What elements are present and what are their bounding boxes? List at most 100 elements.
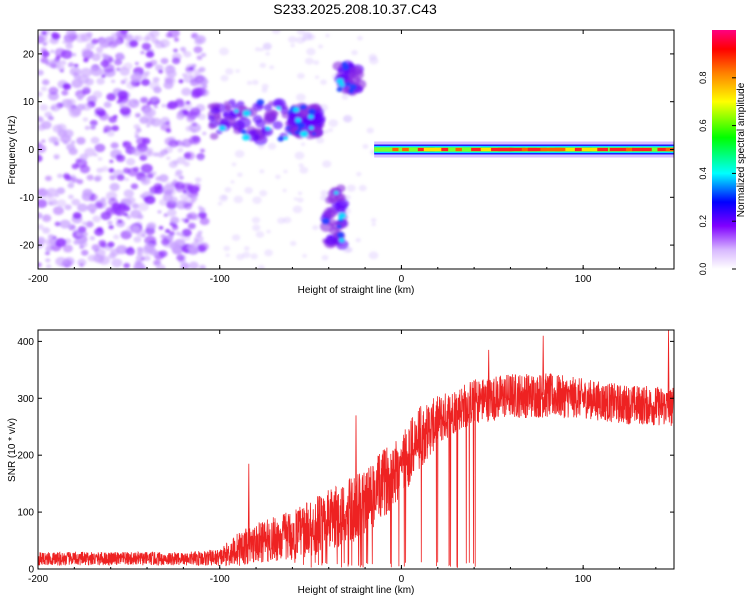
spectrogram-blob [47, 115, 54, 121]
spectrogram-x-axis-label: Height of straight line (km) [298, 285, 415, 296]
spectrogram-blob [48, 86, 59, 95]
spectrogram-blob [356, 172, 362, 177]
spectrogram-blob [197, 245, 207, 253]
spectrogram-blob [246, 80, 253, 85]
spectrogram-blob [126, 215, 132, 220]
spectrogram-blob [158, 174, 169, 183]
spectrogram-blob [57, 173, 63, 179]
spectrogram-blob [323, 207, 338, 218]
spectrogram-blob [125, 247, 136, 256]
spectrogram-blob [84, 147, 96, 157]
spectrogram-blob [70, 140, 76, 145]
spectrogram-blob [89, 125, 96, 130]
carrier-hot-segment [657, 147, 674, 152]
spectrogram-blob [316, 137, 325, 144]
spectrogram-blob [243, 246, 250, 251]
spectrogram-blob [139, 194, 145, 199]
spectrogram-blob [252, 196, 262, 204]
spectrogram-blob [336, 87, 343, 92]
spectrogram-blob [117, 219, 123, 224]
spectrogram-blob [126, 81, 137, 90]
spectrogram-blob [219, 125, 226, 131]
spectrogram-blob [194, 177, 202, 183]
snr-x-tick-label: 100 [575, 574, 592, 585]
spectrogram-blob [82, 188, 93, 198]
spectrogram-blob [123, 77, 129, 82]
spectrogram-blob [216, 129, 223, 135]
spectrogram-blob [309, 126, 314, 130]
spectrogram-blob [109, 159, 114, 164]
spectrogram-blob [38, 262, 42, 268]
spectrogram-blob [263, 104, 272, 111]
spectrogram-blob [366, 127, 375, 134]
spectrogram-blob [158, 250, 168, 258]
spectrogram-blob [186, 185, 195, 192]
carrier-hot-segment [527, 147, 547, 152]
snr-y-tick-label: 0 [28, 565, 34, 576]
spectrogram-blob [290, 240, 297, 247]
spectrogram-blob [51, 136, 60, 144]
spectrogram-blob [302, 253, 308, 258]
spectrogram-blob [86, 174, 94, 181]
spectrogram-blob [275, 174, 281, 180]
spectrogram-x-tick-label: -100 [210, 274, 230, 285]
spectrogram-blob [48, 238, 57, 245]
spectrogram-blob [172, 223, 178, 228]
spectrogram-blob [311, 132, 316, 136]
spectrogram-blob [194, 183, 201, 189]
snr-ticks: -200 -100 0 100 0 100 200 300 400 [17, 330, 674, 585]
spectrogram-blob [136, 246, 144, 252]
spectrogram-blob [54, 155, 59, 160]
spectrogram-blob [348, 65, 363, 77]
carrier-hot-segment [609, 147, 629, 152]
spectrogram-blob [176, 111, 183, 117]
spectrogram-blob [50, 103, 61, 112]
spectrogram-blob [61, 90, 69, 96]
spectrogram-y-tick-label: 20 [23, 49, 35, 60]
carrier-hot-segment [625, 147, 634, 152]
spectrogram-blob [183, 161, 190, 167]
spectrogram-blob [143, 243, 155, 252]
spectrogram-blob [234, 150, 245, 158]
spectrogram-blob [80, 67, 92, 78]
spectrogram-blob [115, 154, 123, 160]
spectrogram-blob [89, 196, 96, 202]
spectrogram-blob [91, 53, 101, 62]
spectrogram-blob [46, 264, 52, 269]
spectrogram-blob [304, 57, 314, 65]
spectrogram-blob [38, 154, 43, 163]
spectrogram-blob [221, 195, 228, 200]
spectrogram-blob [188, 261, 199, 269]
spectrogram-blob [83, 57, 89, 63]
spectrogram-blob [344, 194, 351, 200]
spectrogram-blob [71, 177, 79, 183]
spectrogram-blob [193, 238, 200, 243]
spectrogram-blob [329, 197, 337, 204]
spectrogram-blob [82, 117, 89, 122]
spectrogram-blob [283, 136, 288, 140]
spectrogram-blob [121, 199, 128, 205]
spectrogram-blob [189, 107, 201, 117]
spectrogram-heat-layer [38, 30, 674, 269]
spectrogram-blob [77, 161, 83, 166]
spectrogram-blob [146, 101, 152, 106]
carrier-hot-segment [672, 147, 674, 152]
spectrogram-blob [38, 69, 44, 76]
carrier-hot-segment [471, 147, 483, 152]
spectrogram-blob [42, 191, 53, 200]
spectrogram-blob [357, 35, 363, 41]
spectrogram-blob [188, 246, 199, 255]
colorbar-gradient [712, 30, 736, 269]
spectrogram-blob [92, 215, 101, 223]
spectrogram-blob [252, 224, 261, 232]
spectrogram-blob [165, 102, 174, 110]
spectrogram-blob [130, 183, 139, 190]
snr-y-tick-label: 400 [17, 337, 34, 348]
spectrogram-blob [272, 98, 286, 109]
spectrogram-blob [293, 197, 298, 201]
spectrogram-blob [108, 224, 114, 230]
spectrogram-blob [123, 262, 131, 269]
spectrogram-blob [108, 167, 115, 173]
spectrogram-blob [99, 242, 107, 249]
